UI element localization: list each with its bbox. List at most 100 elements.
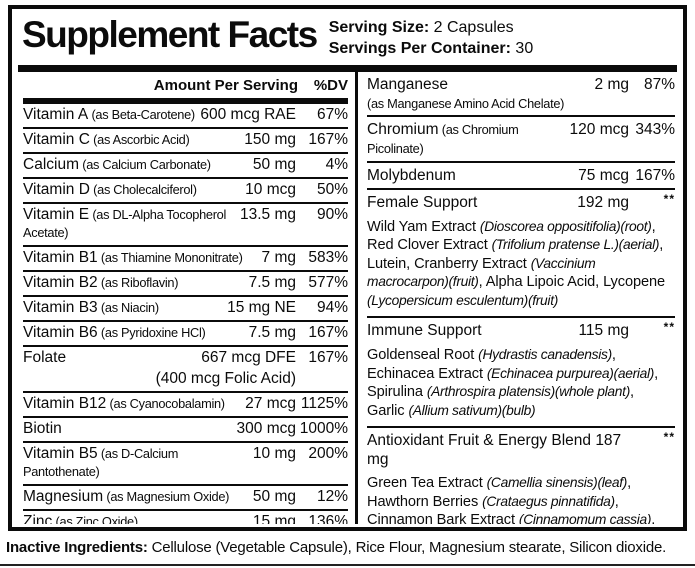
nutrient-qualifier: (as Riboflavin)	[97, 275, 179, 291]
nutrient-note: (400 mcg Folic Acid)	[155, 369, 296, 387]
nutrient-name-text: Vitamin B1	[23, 249, 98, 267]
ingredient-text: , Hawthorn Berries	[367, 475, 632, 510]
nutrient-name: Vitamin A (as Beta-Carotene)	[23, 106, 200, 124]
nutrient-qualifier: (as Zinc Oxide)	[52, 514, 139, 524]
serving-size-line: Serving Size: 2 Capsules	[329, 18, 534, 39]
ingredient-text: Wild Yam Extract	[367, 218, 480, 235]
botanical-name: (Arthrospira platensis)(whole plant)	[426, 384, 630, 400]
row-line: Chromium (as Chromium Picolinate) 120 mcg…	[367, 117, 675, 161]
botanical-name: (Vaccinium macrocarpon)(fruit)	[367, 255, 596, 290]
left-column: Amount Per Serving %DV Vitamin A (as Bet…	[18, 71, 358, 524]
dv-value: **	[663, 430, 675, 445]
amount-value: 15 mg	[252, 513, 296, 524]
nutrient-name: Vitamin E (as DL-Alpha Tocopherol Acetat…	[23, 206, 240, 242]
row-line: Manganese 2 mg 87%	[367, 72, 675, 97]
ingredient-text: , Cinnamon Bark Extract	[367, 493, 619, 524]
dv-value: 67%	[316, 106, 348, 124]
nutrient-name: Calcium (as Calcium Carbonate)	[23, 156, 253, 174]
row-line: Molybdenum 75 mcg 167%	[367, 163, 675, 188]
nutrient-qualifier: (as Pyridoxine HCl)	[97, 325, 206, 341]
table-row: Zinc (as Zinc Oxide) 15 mg 136%	[23, 508, 348, 524]
nutrient-qualifier: (as Cholecalciferol)	[89, 182, 197, 198]
table-row: Vitamin E (as DL-Alpha Tocopherol Acetat…	[23, 201, 348, 245]
nutrient-name: Vitamin B2 (as Riboflavin)	[23, 274, 249, 292]
nutrient-name-text: Biotin	[23, 420, 62, 438]
row-line: Magnesium (as Magnesium Oxide) 50 mg 12%	[23, 486, 348, 509]
row-line: Zinc (as Zinc Oxide) 15 mg 136%	[23, 511, 348, 524]
nutrient-name-text: Vitamin A	[23, 106, 89, 124]
table-row: Vitamin B12 (as Cyanocobalamin) 27 mcg 112…	[23, 390, 348, 416]
facts-columns: Amount Per Serving %DV Vitamin A (as Bet…	[12, 71, 683, 524]
ingredient-text: , Red Clover Extract	[367, 218, 656, 254]
table-row: Vitamin C (as Ascorbic Acid) 150 mg 167%	[23, 126, 348, 152]
amount-value: 27 mcg	[245, 395, 296, 413]
nutrient-name-text: Chromium	[367, 120, 439, 138]
dv-value: **	[663, 191, 675, 206]
row-line: Female Support 192 mg **	[367, 190, 675, 216]
nutrient-name-text: Female Support	[367, 193, 478, 211]
amount-value: 13.5 mg	[239, 206, 296, 224]
serving-info: Serving Size: 2 Capsules Servings Per Co…	[329, 16, 534, 60]
nutrient-name-text: Antioxidant Fruit & Energy Blend 187 mg	[367, 432, 622, 469]
ingredient-text: , Lutein, Cranberry Extract	[367, 237, 664, 272]
servings-label: Servings Per Container:	[328, 39, 511, 57]
ingredient-text: , Echinacea Extract	[367, 347, 616, 382]
nutrient-name: Vitamin B5 (as D-Calcium Pantothenate)	[23, 445, 253, 481]
dv-header: %DV	[313, 76, 348, 94]
nutrient-name-text: Folate	[23, 349, 67, 367]
row-line: Vitamin D (as Cholecalciferol) 10 mcg 50%	[23, 179, 348, 202]
nutrient-name-text: Vitamin D	[23, 181, 90, 199]
dv-value: 90%	[316, 206, 348, 224]
amount-value: 115 mg	[578, 322, 629, 340]
nutrient-subline: (as Manganese Amino Acid Chelate)	[367, 95, 565, 111]
dv-value: 167%	[308, 349, 348, 367]
botanical-name: (Crataegus pinnatifida)	[482, 493, 615, 509]
table-row: Chromium (as Chromium Picolinate) 120 mcg…	[367, 114, 675, 161]
amount-value: 150 mg	[244, 131, 296, 149]
nutrient-name: Vitamin B12 (as Cyanocobalamin)	[23, 395, 245, 413]
nutrient-name-text: Vitamin B5	[23, 445, 98, 463]
row-line: Vitamin E (as DL-Alpha Tocopherol Acetat…	[23, 204, 348, 245]
table-row: Magnesium (as Magnesium Oxide) 50 mg 12%	[23, 483, 348, 509]
table-row: Molybdenum 75 mcg 167%	[367, 160, 675, 188]
amount-value: 7.5 mg	[248, 324, 296, 342]
botanical-name: (Echinacea purpurea)(aerial)	[486, 365, 655, 381]
botanical-name: (Cinnamomum cassia)	[518, 512, 652, 524]
nutrient-name-text: Vitamin B12	[23, 395, 107, 413]
left-rows: Vitamin A (as Beta-Carotene) 600 mcg RAE 6…	[23, 104, 348, 524]
botanical-name: (Camellia sinensis)(leaf)	[486, 475, 628, 491]
amount-value: 15 mg NE	[227, 299, 296, 317]
nutrient-qualifier: (as Ascorbic Acid)	[89, 132, 190, 148]
nutrient-name: Vitamin B3 (as Niacin)	[23, 299, 227, 317]
nutrient-qualifier: (as Calcium Carbonate)	[78, 157, 211, 173]
right-column: Manganese 2 mg 87% (as Manganese Amino Acid…	[358, 72, 677, 524]
nutrient-name: Vitamin D (as Cholecalciferol)	[23, 181, 245, 199]
dv-value: 4%	[325, 156, 348, 174]
nutrient-name-text: Magnesium	[23, 488, 104, 506]
dv-value: 1125%	[300, 395, 348, 413]
nutrient-name-text: Calcium	[23, 156, 79, 174]
row-line: Antioxidant Fruit & Energy Blend 187 mg *…	[367, 428, 675, 472]
row-line: Vitamin C (as Ascorbic Acid) 150 mg 167%	[23, 129, 348, 152]
panel-header: Supplement Facts Serving Size: 2 Capsule…	[12, 9, 683, 63]
nutrient-qualifier: (as Thiamine Mononitrate)	[97, 250, 243, 266]
inactive-ingredients-label: Inactive Ingredients:	[6, 539, 148, 556]
nutrient-name: Immune Support	[367, 321, 578, 340]
nutrient-qualifier: (as Chromium Picolinate)	[367, 121, 519, 156]
table-row: Vitamin A (as Beta-Carotene) 600 mcg RAE 6…	[23, 104, 348, 127]
table-row: Vitamin B1 (as Thiamine Mononitrate) 7 mg…	[23, 244, 348, 270]
page-title: Supplement Facts	[22, 14, 318, 55]
nutrient-qualifier: (as Niacin)	[97, 300, 159, 316]
ingredient-description: Green Tea Extract (Camellia sinensis)(le…	[367, 472, 675, 524]
nutrient-name: Magnesium (as Magnesium Oxide)	[23, 488, 253, 506]
dv-value: 583%	[308, 249, 348, 267]
table-row: Immune Support 115 mg ** Goldenseal Root (H…	[367, 316, 675, 426]
row-line: Folate 667 mcg DFE 167%	[23, 347, 348, 370]
row-line: Vitamin B3 (as Niacin) 15 mg NE 94%	[23, 297, 348, 320]
nutrient-qualifier: (as Cyanocobalamin)	[106, 396, 226, 412]
serving-size-value: 2 Capsules	[429, 19, 514, 36]
amount-value: 50 mg	[252, 156, 296, 174]
table-row: Antioxidant Fruit & Energy Blend 187 mg *…	[367, 426, 675, 524]
nutrient-qualifier: (as Magnesium Oxide)	[103, 489, 230, 505]
table-row: Manganese 2 mg 87% (as Manganese Amino Acid…	[367, 72, 675, 115]
